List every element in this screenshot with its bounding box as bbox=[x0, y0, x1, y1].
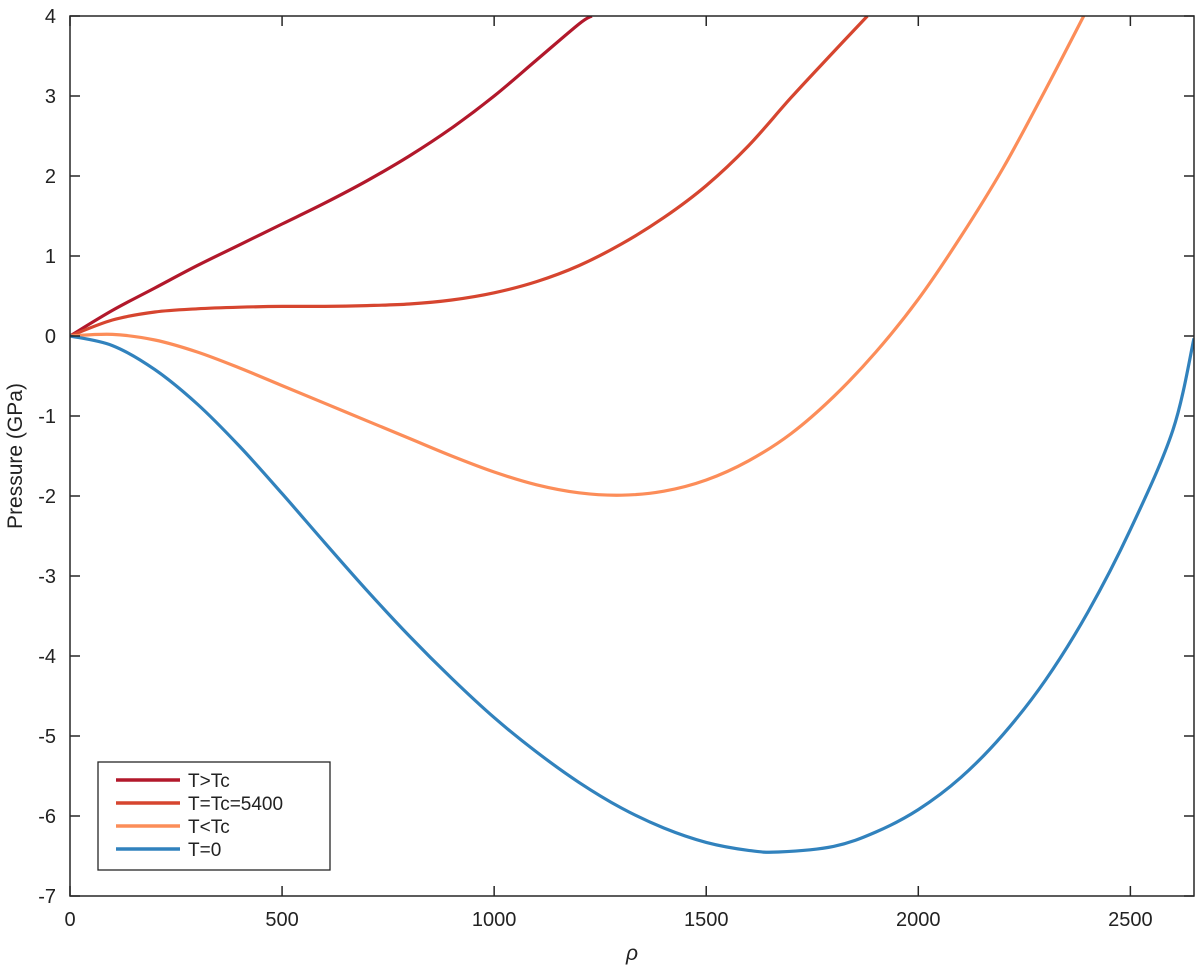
x-tick-label: 2000 bbox=[896, 909, 941, 931]
legend-label-2: T<Tc bbox=[188, 817, 230, 838]
ticks-layer: 0 500 1000 1500 2000 2500 -7 -6 -5 -4 -3 -2 -1 0 1 2 3 4 bbox=[38, 6, 1194, 931]
series-layer bbox=[70, 16, 1194, 854]
y-axis-label: Pressure (GPa) bbox=[4, 383, 27, 529]
y-tick-label: -6 bbox=[38, 806, 56, 828]
legend-label-3: T=0 bbox=[188, 840, 221, 861]
y-tick-label: 3 bbox=[45, 86, 56, 108]
y-tick-label: -4 bbox=[38, 646, 56, 668]
x-tick-label: 0 bbox=[64, 909, 75, 931]
plot-area-frame bbox=[69, 15, 1195, 897]
y-tick-label: -1 bbox=[38, 406, 56, 428]
x-tick-label: 1500 bbox=[684, 909, 729, 931]
series-line-2 bbox=[70, 16, 1086, 497]
series-line-1 bbox=[70, 16, 869, 338]
series-line-0 bbox=[70, 16, 593, 338]
x-tick-label: 1000 bbox=[472, 909, 517, 931]
legend-label-1: T=Tc=5400 bbox=[188, 794, 283, 815]
legend-label-0: T>Tc bbox=[188, 771, 230, 792]
y-tick-label: -3 bbox=[38, 566, 56, 588]
series-line-3 bbox=[70, 334, 1194, 854]
x-tick-label: 500 bbox=[265, 909, 298, 931]
y-tick-label: 4 bbox=[45, 6, 56, 28]
y-tick-label: 1 bbox=[45, 246, 56, 268]
y-tick-label: -7 bbox=[38, 886, 56, 908]
y-tick-label: -2 bbox=[38, 486, 56, 508]
y-tick-label: 0 bbox=[45, 326, 56, 348]
y-tick-label: 2 bbox=[45, 166, 56, 188]
y-tick-label: -5 bbox=[38, 726, 56, 748]
x-axis-label: ρ bbox=[625, 942, 638, 965]
x-tick-label: 2500 bbox=[1108, 909, 1153, 931]
